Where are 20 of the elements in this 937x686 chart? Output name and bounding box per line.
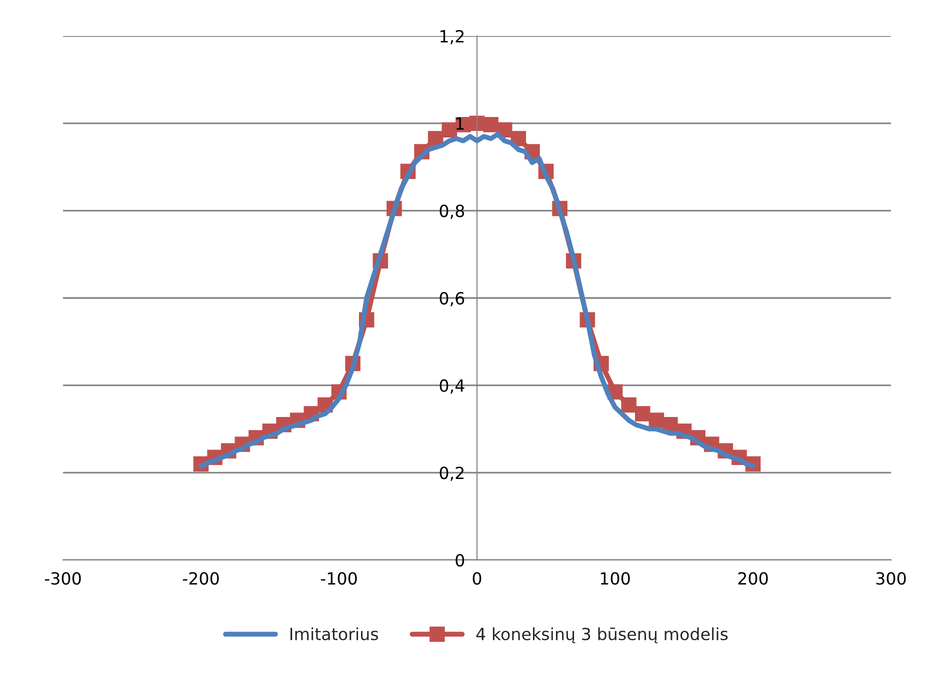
y-tick-label: 1 (456, 118, 464, 130)
x-tick-label: 100 (600, 572, 630, 585)
x-tick-label: -300 (44, 572, 81, 585)
x-tick-label: -200 (182, 572, 219, 585)
x-tick-label: -100 (320, 572, 357, 585)
x-tick-label: 200 (738, 572, 768, 585)
x-tick-label: 0 (472, 572, 482, 585)
y-tick-label: 0 (456, 554, 464, 567)
point (634, 406, 650, 422)
y-tick-label: 0,6 (440, 292, 464, 306)
y-tick-label: 0,8 (440, 204, 464, 219)
point (483, 117, 498, 132)
y-tick-label: 0,2 (440, 466, 464, 481)
y-tick-label: 0,4 (440, 379, 464, 394)
point (442, 122, 458, 138)
point (621, 397, 636, 413)
legend-label: Imitatorius (290, 627, 378, 640)
y-tick-label: 1,2 (440, 30, 464, 44)
x-tick-label: 300 (876, 572, 906, 585)
legend-label: 4 koneksinų 3 būsenų modelis (476, 627, 728, 644)
